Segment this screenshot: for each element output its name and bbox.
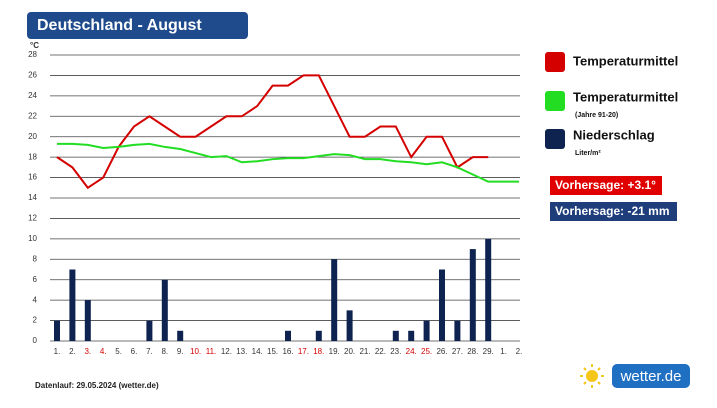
bar <box>177 330 184 341</box>
x-tick-label: 2. <box>69 347 76 356</box>
y-tick-label: 14 <box>28 193 37 202</box>
y-tick-label: 12 <box>28 214 37 223</box>
x-tick-label: 24. <box>406 347 417 356</box>
bar <box>439 269 445 341</box>
logo: wetter.de <box>580 364 690 388</box>
bar <box>54 320 60 341</box>
x-tick-label: 26. <box>436 347 447 356</box>
x-tick-label: 5. <box>115 347 122 356</box>
x-tick-label: 14. <box>252 347 263 356</box>
annotation-box <box>550 202 677 221</box>
legend-label: Temperaturmittel <box>573 53 678 68</box>
legend-swatch <box>545 129 565 149</box>
source: Datenlauf: 29.05.2024 (wetter.de) <box>35 381 159 390</box>
y-tick-label: 26 <box>28 71 37 80</box>
x-tick-label: 29. <box>483 347 494 356</box>
bar <box>485 238 492 341</box>
bar <box>392 330 399 341</box>
sun <box>586 370 598 382</box>
bar <box>285 330 291 341</box>
bar <box>146 320 153 341</box>
y-tick-label: 16 <box>28 173 37 182</box>
x-tick-label: 1. <box>54 347 61 356</box>
y-tick-label: 24 <box>28 91 37 100</box>
bar <box>423 320 430 341</box>
legend-note: (Jahre 91-20) <box>575 112 618 119</box>
chart-title: Deutschland - August <box>37 17 202 34</box>
y-axis-label: °C <box>30 41 39 50</box>
annotation: Vorhersage: -21 mm <box>555 204 670 218</box>
x-tick-label: 28. <box>467 347 478 356</box>
title-box <box>27 12 248 39</box>
x-tick-label: 18. <box>313 347 324 356</box>
x-tick-label: 10. <box>190 347 201 356</box>
y-tick-label: 22 <box>28 111 37 120</box>
y-tick-label: 28 <box>28 50 37 59</box>
x-tick-label: 9. <box>177 347 184 356</box>
line <box>56 74 489 190</box>
x-tick-label: 6. <box>131 347 138 356</box>
x-tick-label: 19. <box>329 347 340 356</box>
y-tick-label: 2 <box>33 316 38 325</box>
legend-label: Niederschlag <box>573 127 655 142</box>
x-tick-label: 17. <box>298 347 309 356</box>
x-tick-label: 11. <box>206 347 217 356</box>
bar <box>346 310 353 341</box>
x-tick-label: 7. <box>146 347 153 356</box>
bar <box>454 320 461 341</box>
x-tick-label: 12. <box>221 347 232 356</box>
annotation-box <box>550 176 662 195</box>
y-tick-label: 10 <box>28 234 37 243</box>
x-tick-label: 16. <box>282 347 293 356</box>
logo-box <box>612 364 690 388</box>
x-tick-label: 4. <box>100 347 107 356</box>
bar <box>315 330 322 341</box>
line <box>57 142 519 183</box>
x-tick-label: 25. <box>421 347 432 356</box>
x-tick-label: 22. <box>375 347 386 356</box>
bar <box>161 279 168 341</box>
x-tick-label: 23. <box>390 347 401 356</box>
y-tick-label: 18 <box>28 152 37 161</box>
x-tick-label: 20. <box>344 347 355 356</box>
x-tick-label: 13. <box>236 347 247 356</box>
legend-swatch <box>545 91 565 111</box>
legend-note: Liter/m² <box>575 150 601 157</box>
y-tick-label: 4 <box>33 295 38 304</box>
bar <box>469 249 476 341</box>
bar <box>84 300 91 341</box>
y-tick-label: 0 <box>33 336 38 345</box>
legend-label: Temperaturmittel <box>573 89 678 104</box>
y-tick-label: 20 <box>28 132 37 141</box>
x-tick-label: 1. <box>500 347 507 356</box>
y-tick-label: 8 <box>33 254 38 263</box>
x-tick-label: 2. <box>516 347 523 356</box>
y-tick-label: 6 <box>33 275 38 284</box>
x-tick-label: 21. <box>359 347 370 356</box>
x-tick-label: 8. <box>161 347 168 356</box>
annotation: Vorhersage: +3.1° <box>555 178 656 192</box>
sun-rays <box>580 364 604 388</box>
legend-swatch <box>545 52 565 72</box>
logo-text: wetter.de <box>620 368 682 385</box>
bar <box>408 330 415 341</box>
x-tick-label: 27. <box>452 347 463 356</box>
bar <box>69 269 76 341</box>
bar <box>331 259 338 341</box>
x-tick-label: 15. <box>267 347 278 356</box>
x-tick-label: 3. <box>84 347 91 356</box>
